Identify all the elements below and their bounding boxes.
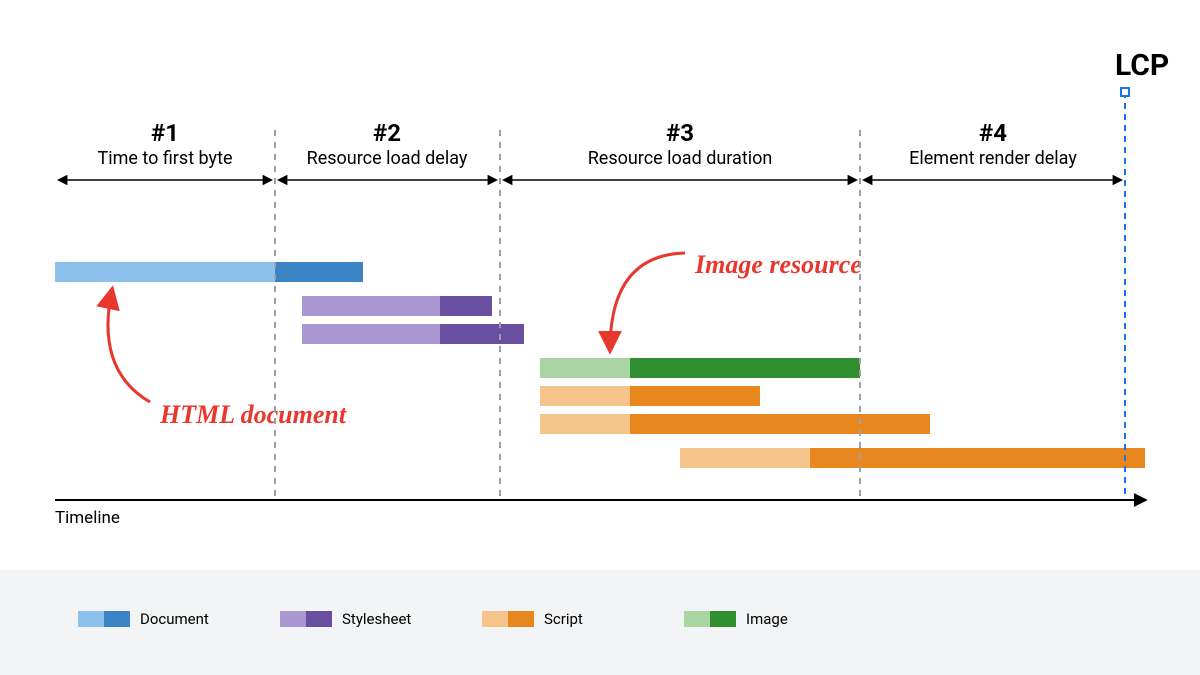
phase-3-label: Resource load duration [530,148,830,169]
legend-label-1: Stylesheet [342,610,411,628]
timeline-label: Timeline [55,508,120,528]
legend-label-0: Document [140,610,209,628]
lcp-label: LCP [1115,48,1169,83]
bar-1-seg-1 [440,296,492,316]
bar-6-seg-1 [810,448,1145,468]
diagram-canvas: LCP#1Time to first byte#2Resource load d… [0,0,1200,675]
bar-0-seg-0 [55,262,275,282]
annotation-0-text: HTML document [160,400,346,430]
phase-4-number: #4 [893,119,1093,147]
legend-item-0: Document [78,610,209,628]
phase-2-label: Resource load delay [237,148,537,169]
phase-1-number: #1 [65,119,265,147]
phase-4-label: Element render delay [843,148,1143,169]
bar-4-seg-1 [630,386,760,406]
bar-5-seg-0 [540,414,630,434]
bar-0-seg-1 [275,262,363,282]
legend-swatch-1 [280,611,332,627]
phase-2-number: #2 [287,119,487,147]
legend-label-2: Script [544,610,583,628]
bar-6-seg-0 [680,448,810,468]
bar-4-seg-0 [540,386,630,406]
bar-5-seg-1 [630,414,930,434]
bar-2-seg-0 [302,324,440,344]
legend-item-1: Stylesheet [280,610,411,628]
legend-swatch-0 [78,611,130,627]
annotation-1-text: Image resource [695,250,862,280]
bar-2-seg-1 [440,324,524,344]
phase-3-number: #3 [580,119,780,147]
bar-3-seg-0 [540,358,630,378]
bar-3-seg-1 [630,358,860,378]
legend-item-2: Script [482,610,583,628]
legend-label-3: Image [746,610,788,628]
legend-swatch-2 [482,611,534,627]
legend-item-3: Image [684,610,788,628]
bar-1-seg-0 [302,296,440,316]
legend-swatch-3 [684,611,736,627]
